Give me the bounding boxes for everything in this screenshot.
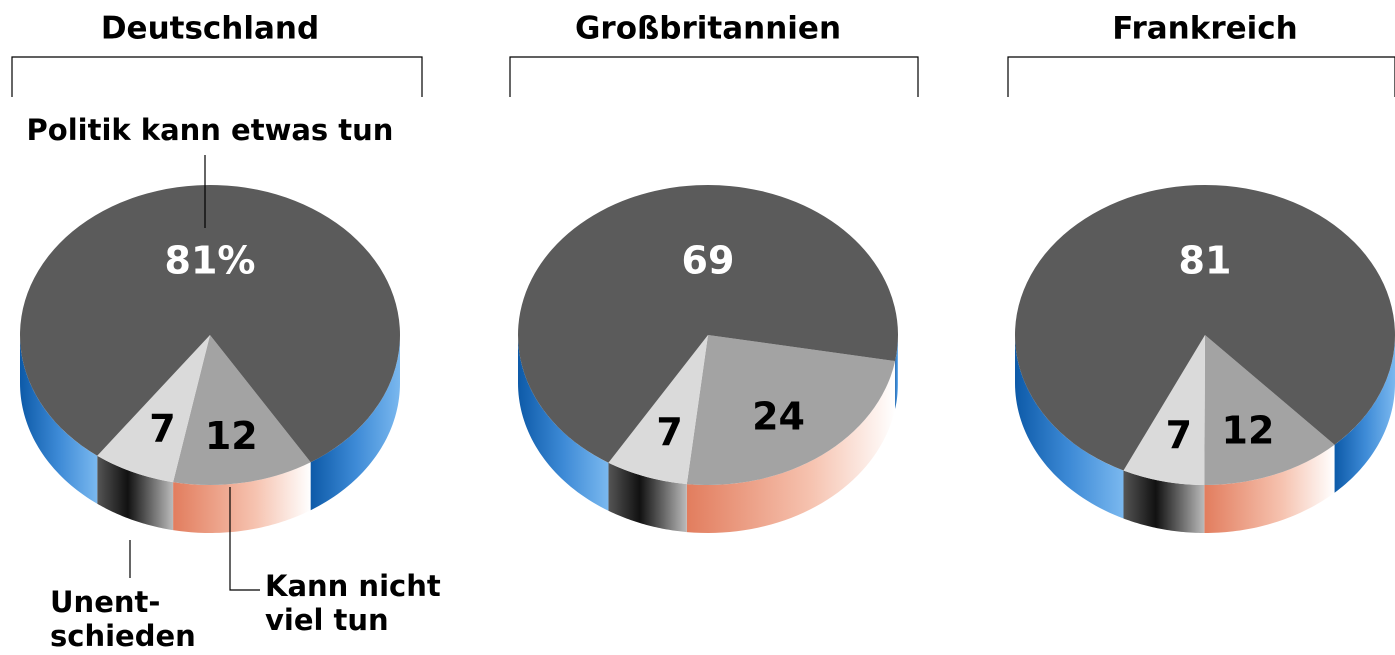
pie-side — [686, 361, 896, 533]
title-bracket — [11, 56, 423, 97]
value-label: 7 — [656, 410, 682, 454]
pie-slice — [518, 184, 898, 463]
pie-side — [1204, 444, 1335, 533]
pie-side — [1123, 470, 1205, 533]
pie-side — [173, 462, 311, 533]
category-label: Unent- schieden — [50, 585, 196, 653]
pie-slice — [20, 185, 401, 463]
pie-slice — [1123, 335, 1205, 485]
value-label: 12 — [1222, 408, 1275, 452]
pie-side — [1015, 335, 1124, 519]
chart-title: Frankreich — [1112, 11, 1297, 47]
pie-side — [20, 335, 98, 504]
pie-side — [608, 462, 687, 533]
value-label: 24 — [752, 395, 805, 439]
value-label: 69 — [682, 239, 735, 283]
pie-slice — [97, 335, 210, 483]
value-label: 7 — [1166, 413, 1192, 457]
value-label: 12 — [205, 414, 258, 458]
value-label: 81% — [165, 239, 256, 283]
title-bracket — [509, 56, 919, 97]
pie-slice — [608, 335, 708, 485]
category-label: Politik kann etwas tun — [27, 113, 394, 147]
pie-slice — [173, 335, 311, 486]
pie-side — [310, 335, 400, 511]
pie-slice — [1015, 185, 1395, 471]
title-bracket — [1007, 56, 1395, 97]
pie-side — [518, 335, 609, 511]
pie-slice — [686, 335, 896, 485]
pie-side — [97, 455, 174, 531]
pie-side — [895, 335, 898, 410]
value-label: 81 — [1179, 239, 1232, 283]
value-label: 7 — [149, 407, 175, 451]
chart-title: Deutschland — [101, 11, 319, 47]
leader-line — [229, 487, 260, 591]
category-label: Kann nicht viel tun — [265, 569, 441, 637]
pie-side — [1334, 335, 1395, 493]
pie-slice — [1204, 335, 1335, 485]
chart-title: Großbritannien — [575, 11, 841, 47]
